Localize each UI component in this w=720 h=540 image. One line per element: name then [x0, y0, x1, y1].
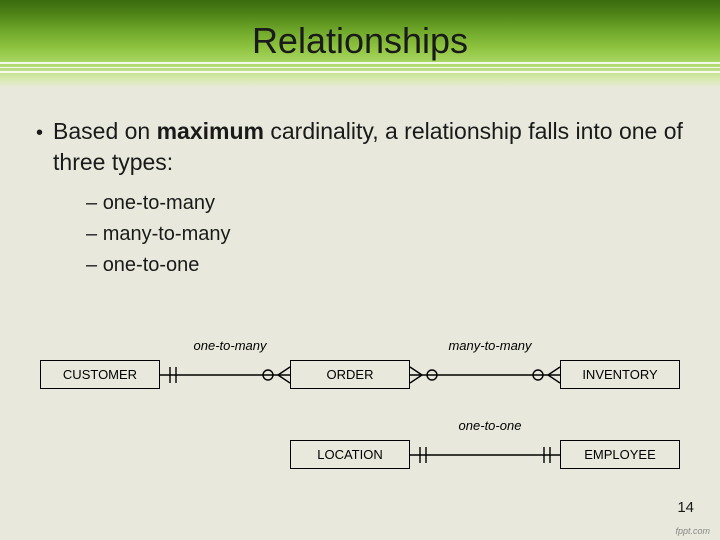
bullet-bold: maximum: [157, 118, 264, 144]
sub-list: one-to-many many-to-many one-to-one: [86, 188, 684, 281]
entity-customer: CUSTOMER: [40, 360, 160, 389]
conn-location-employee: [410, 440, 560, 470]
entity-order: ORDER: [290, 360, 410, 389]
label-one-to-one: one-to-one: [420, 418, 560, 433]
sub-item: one-to-one: [86, 250, 684, 281]
bullet-icon: •: [36, 116, 43, 147]
label-many-to-many: many-to-many: [420, 338, 560, 353]
sub-item: many-to-many: [86, 219, 684, 250]
bullet-text: Based on maximum cardinality, a relation…: [53, 116, 684, 178]
header-band: Relationships: [0, 0, 720, 88]
header-lines: [0, 62, 720, 76]
conn-order-inventory: [410, 360, 560, 390]
watermark: fppt.com: [675, 526, 710, 536]
conn-customer-order: [160, 360, 290, 390]
entity-employee: EMPLOYEE: [560, 440, 680, 469]
page-number: 14: [677, 499, 694, 516]
entity-location: LOCATION: [290, 440, 410, 469]
entity-inventory: INVENTORY: [560, 360, 680, 389]
sub-item: one-to-many: [86, 188, 684, 219]
main-bullet: • Based on maximum cardinality, a relati…: [36, 116, 684, 178]
bullet-pre: Based on: [53, 118, 157, 144]
label-one-to-many: one-to-many: [160, 338, 300, 353]
slide-title: Relationships: [0, 20, 720, 62]
content-area: • Based on maximum cardinality, a relati…: [0, 88, 720, 281]
